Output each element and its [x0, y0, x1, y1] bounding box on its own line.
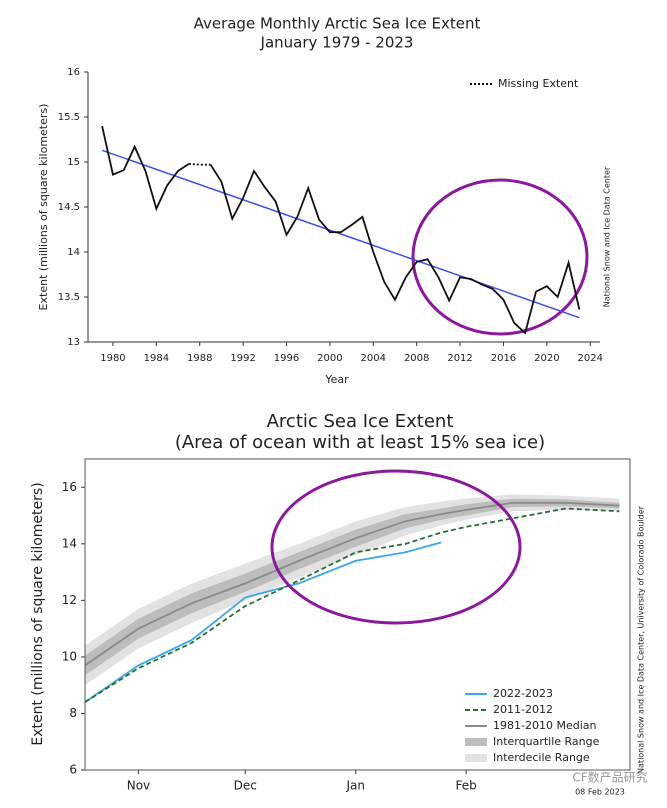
y-axis-label: Extent (millions of square kilometers) [37, 104, 50, 311]
legend-swatch [465, 754, 487, 762]
y-tick-label: 8 [69, 706, 77, 720]
y-tick-label: 10 [62, 649, 77, 663]
legend-swatch [465, 738, 487, 746]
legend-label: 2011-2012 [493, 703, 553, 716]
x-tick-label: 2012 [447, 353, 472, 364]
x-tick-label: 1996 [274, 353, 299, 364]
series-line [101, 125, 581, 335]
x-tick-label: 2004 [361, 353, 386, 364]
y-tick-label: 16 [67, 67, 80, 78]
credit: National Snow and Ice Data Center, Unive… [637, 505, 646, 774]
y-tick-label: 6 [69, 763, 77, 777]
highlight-ellipse [411, 178, 589, 336]
credit: National Snow and Ice Data Center [603, 166, 612, 307]
y-tick-label: 14 [62, 536, 77, 550]
y-axis-label: Extent (millions of square kilometers) [30, 482, 46, 745]
y-tick-label: 15 [67, 157, 80, 168]
x-tick-label: 2016 [491, 353, 516, 364]
y-tick-label: 14.5 [58, 202, 80, 213]
chart-title: Average Monthly Arctic Sea Ice Extent [194, 15, 481, 33]
legend-label: Interdecile Range [493, 751, 590, 764]
x-tick-label: Feb [456, 779, 477, 793]
legend-label: Interquartile Range [493, 735, 600, 748]
range-band [85, 498, 620, 676]
x-tick-label: 1992 [230, 353, 255, 364]
chart-subtitle: January 1979 - 2023 [260, 34, 414, 52]
chart-title: Arctic Sea Ice Extent [267, 411, 454, 432]
legend-label: Missing Extent [498, 77, 579, 90]
y-tick-label: 14 [67, 247, 80, 258]
x-tick-label: 2020 [534, 353, 559, 364]
y-tick-label: 13.5 [58, 292, 80, 303]
x-tick-label: Jan [345, 779, 365, 793]
y-tick-label: 13 [67, 337, 80, 348]
x-tick-label: 2024 [578, 353, 603, 364]
series-line [84, 541, 442, 703]
series-line [188, 162, 211, 166]
x-axis-label: Year [324, 373, 349, 386]
plot-frame [84, 458, 631, 771]
x-tick-label: 2008 [404, 353, 429, 364]
y-tick-label: 16 [62, 480, 77, 494]
plot-layer: 13 13.5 14 14.5 15 15.5 16 1980 1984 1988 1992 1996… [58, 67, 603, 364]
y-tick-label: 15.5 [58, 112, 80, 123]
x-tick-label: 2000 [317, 353, 342, 364]
x-tick-label: 1984 [144, 353, 169, 364]
x-tick-label: Nov [127, 779, 150, 793]
x-tick-label: 1980 [100, 353, 125, 364]
y-tick-label: 12 [62, 593, 77, 607]
series-line [84, 501, 620, 667]
series-line [84, 507, 620, 703]
highlight-ellipse [270, 469, 522, 625]
legend-label: 2022-2023 [493, 687, 553, 700]
chart-subtitle: (Area of ocean with at least 15% sea ice… [175, 432, 545, 453]
x-tick-label: 1988 [187, 353, 212, 364]
legend-label: 1981-2010 Median [493, 719, 596, 732]
trend-line [101, 149, 580, 319]
x-tick-label: Dec [234, 779, 257, 793]
range-band [85, 494, 620, 686]
plot-layer: 6 8 10 12 14 16 Nov Dec Jan Feb 2022-2023 2011-2012… [62, 458, 631, 793]
watermark: CF数产品研究 [572, 770, 647, 785]
date: 08 Feb 2023 [575, 788, 625, 797]
